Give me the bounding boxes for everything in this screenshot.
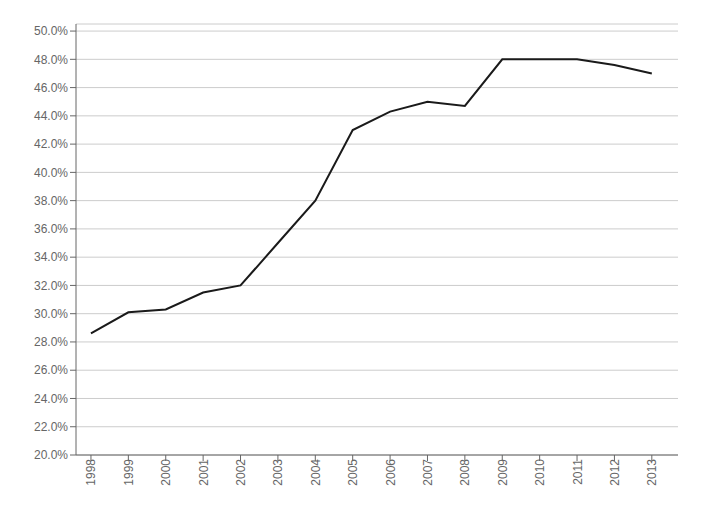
svg-text:2008: 2008 (458, 459, 472, 486)
svg-text:26.0%: 26.0% (34, 363, 68, 377)
svg-text:2007: 2007 (421, 459, 435, 486)
svg-text:2004: 2004 (309, 459, 323, 486)
svg-text:24.0%: 24.0% (34, 392, 68, 406)
svg-text:2005: 2005 (346, 459, 360, 486)
svg-text:42.0%: 42.0% (34, 137, 68, 151)
svg-text:32.0%: 32.0% (34, 279, 68, 293)
svg-text:22.0%: 22.0% (34, 420, 68, 434)
svg-text:2000: 2000 (159, 459, 173, 486)
svg-text:40.0%: 40.0% (34, 166, 68, 180)
svg-text:2006: 2006 (384, 459, 398, 486)
svg-text:1999: 1999 (122, 459, 136, 486)
svg-text:2010: 2010 (533, 459, 547, 486)
svg-text:2011: 2011 (571, 459, 585, 485)
svg-text:38.0%: 38.0% (34, 194, 68, 208)
svg-text:28.0%: 28.0% (34, 335, 68, 349)
svg-text:48.0%: 48.0% (34, 53, 68, 67)
svg-text:2012: 2012 (608, 459, 622, 486)
svg-text:44.0%: 44.0% (34, 109, 68, 123)
svg-text:30.0%: 30.0% (34, 307, 68, 321)
svg-text:36.0%: 36.0% (34, 222, 68, 236)
svg-text:2002: 2002 (234, 459, 248, 486)
svg-text:2003: 2003 (271, 459, 285, 486)
svg-text:46.0%: 46.0% (34, 81, 68, 95)
svg-text:2001: 2001 (197, 459, 211, 486)
svg-text:1998: 1998 (84, 459, 98, 486)
svg-text:50.0%: 50.0% (34, 24, 68, 38)
svg-text:2013: 2013 (645, 459, 659, 486)
svg-text:34.0%: 34.0% (34, 250, 68, 264)
svg-text:2009: 2009 (496, 459, 510, 486)
svg-text:20.0%: 20.0% (34, 448, 68, 462)
